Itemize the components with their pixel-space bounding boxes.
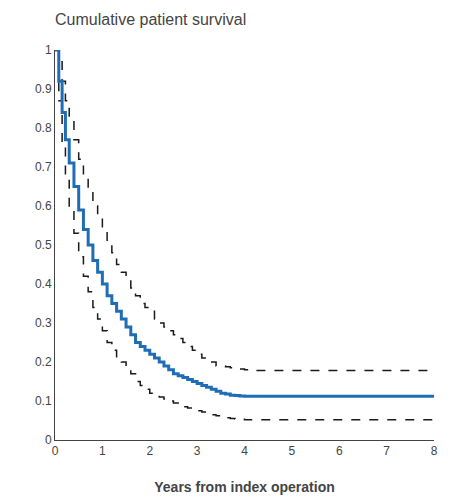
- svg-text:0.7: 0.7: [35, 160, 52, 174]
- svg-text:0.6: 0.6: [35, 199, 52, 213]
- svg-text:4: 4: [241, 444, 248, 458]
- svg-text:0: 0: [45, 433, 52, 447]
- svg-text:0.1: 0.1: [35, 394, 52, 408]
- svg-text:1: 1: [45, 43, 52, 57]
- svg-text:5: 5: [289, 444, 296, 458]
- svg-text:0.4: 0.4: [35, 277, 52, 291]
- svg-text:0.2: 0.2: [35, 355, 52, 369]
- svg-text:6: 6: [336, 444, 343, 458]
- svg-text:0: 0: [52, 444, 59, 458]
- svg-text:Cumulative patient survival: Cumulative patient survival: [55, 11, 246, 28]
- svg-text:3: 3: [194, 444, 201, 458]
- svg-text:0.3: 0.3: [35, 316, 52, 330]
- svg-text:0.8: 0.8: [35, 121, 52, 135]
- svg-text:1: 1: [99, 444, 106, 458]
- svg-text:0.9: 0.9: [35, 82, 52, 96]
- svg-text:2: 2: [146, 444, 153, 458]
- svg-text:8: 8: [431, 444, 438, 458]
- svg-text:7: 7: [383, 444, 390, 458]
- svg-text:0.5: 0.5: [35, 238, 52, 252]
- svg-text:Years from index operation: Years from index operation: [154, 479, 335, 495]
